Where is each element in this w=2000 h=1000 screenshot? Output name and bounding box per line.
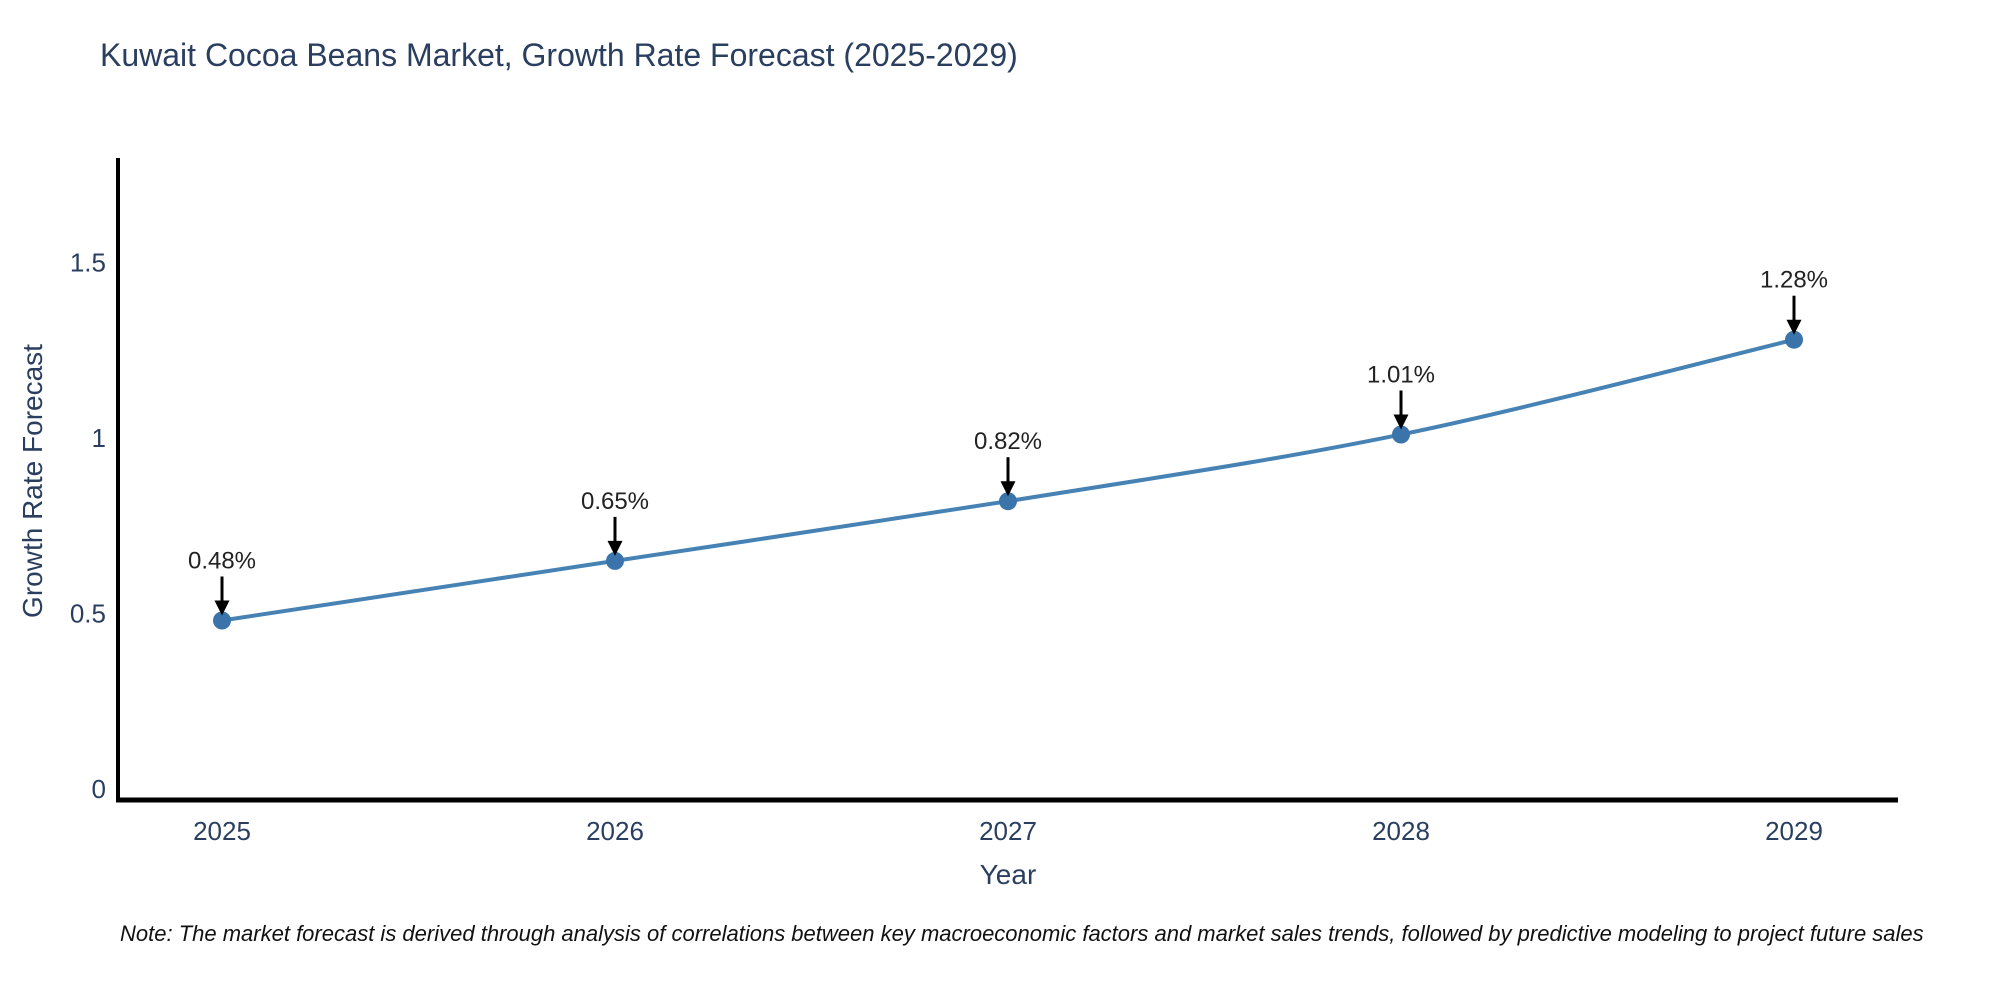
footnote: Note: The market forecast is derived thr… [120,921,1924,946]
x-axis-title: Year [980,859,1037,890]
annotation-arrowhead [607,540,623,556]
data-point [999,492,1017,511]
y-tick-label: 0 [92,774,106,804]
x-tick-label: 2028 [1372,816,1430,846]
plot-area: 0 0.5 1 1.5 2025 2026 2027 2028 2029 0.48% 0.65% 0.… [70,158,1898,846]
point-annotation-label: 0.65% [581,488,649,515]
data-point [606,551,624,570]
annotation-arrowhead [1000,481,1016,497]
y-tick-label: 1.5 [70,248,106,278]
y-tick-label: 1 [92,423,106,453]
x-tick-label: 2027 [979,816,1037,846]
data-point [213,611,231,630]
annotation-arrowhead [1393,414,1409,430]
annotation-arrowhead [1786,319,1802,335]
point-annotation-label: 0.82% [974,428,1042,455]
chart-title: Kuwait Cocoa Beans Market, Growth Rate F… [100,37,1018,73]
annotation-arrowhead [214,600,230,616]
point-annotation-label: 1.28% [1760,267,1828,294]
x-tick-label: 2025 [193,816,251,846]
y-axis-title: Growth Rate Forecast [17,344,48,618]
data-point [1785,330,1803,349]
point-annotation-label: 1.01% [1367,362,1435,389]
x-tick-label: 2029 [1765,816,1823,846]
y-tick-label: 0.5 [70,599,106,629]
point-annotation-label: 0.48% [188,548,256,575]
data-point [1392,425,1410,444]
x-tick-label: 2026 [586,816,644,846]
